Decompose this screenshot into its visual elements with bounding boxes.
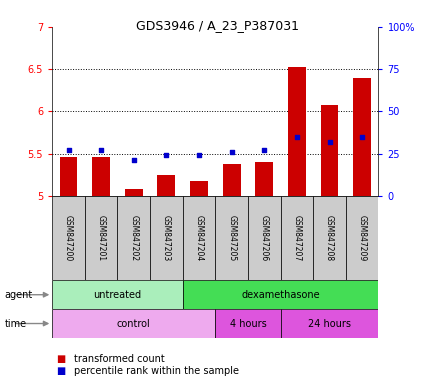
Bar bbox=[182, 196, 215, 280]
Bar bbox=[320, 106, 338, 196]
Text: ■: ■ bbox=[56, 354, 66, 364]
Text: ■: ■ bbox=[56, 366, 66, 376]
Text: percentile rank within the sample: percentile rank within the sample bbox=[74, 366, 238, 376]
Text: agent: agent bbox=[4, 290, 33, 300]
Text: GSM847200: GSM847200 bbox=[64, 215, 73, 261]
Point bbox=[195, 152, 202, 158]
Bar bbox=[247, 196, 280, 280]
Text: GDS3946 / A_23_P387031: GDS3946 / A_23_P387031 bbox=[136, 19, 298, 32]
Bar bbox=[52, 309, 215, 338]
Text: GSM847203: GSM847203 bbox=[161, 215, 171, 261]
Bar bbox=[222, 164, 240, 196]
Bar bbox=[117, 196, 150, 280]
Point bbox=[162, 152, 169, 158]
Bar bbox=[92, 157, 110, 196]
Text: GSM847207: GSM847207 bbox=[292, 215, 301, 261]
Bar bbox=[190, 180, 207, 196]
Text: untreated: untreated bbox=[93, 290, 141, 300]
Bar bbox=[352, 78, 370, 196]
Bar bbox=[52, 196, 85, 280]
Bar bbox=[157, 175, 175, 196]
Text: GSM847204: GSM847204 bbox=[194, 215, 203, 261]
Bar bbox=[255, 162, 273, 196]
Point bbox=[326, 139, 332, 145]
Bar bbox=[215, 309, 280, 338]
Bar bbox=[150, 196, 182, 280]
Point bbox=[97, 147, 105, 153]
Bar bbox=[125, 189, 142, 196]
Bar bbox=[85, 196, 117, 280]
Text: dexamethasone: dexamethasone bbox=[241, 290, 319, 300]
Point bbox=[260, 147, 267, 153]
Bar bbox=[280, 309, 378, 338]
Text: transformed count: transformed count bbox=[74, 354, 164, 364]
Text: time: time bbox=[4, 318, 26, 329]
Bar bbox=[52, 280, 182, 309]
Point bbox=[358, 134, 365, 140]
Point bbox=[293, 134, 299, 140]
Text: control: control bbox=[117, 318, 150, 329]
Point bbox=[65, 147, 72, 153]
Text: 24 hours: 24 hours bbox=[307, 318, 350, 329]
Point bbox=[130, 157, 137, 164]
Text: GSM847201: GSM847201 bbox=[96, 215, 105, 261]
Text: GSM847209: GSM847209 bbox=[357, 215, 366, 261]
Text: GSM847208: GSM847208 bbox=[324, 215, 333, 261]
Bar bbox=[345, 196, 378, 280]
Text: GSM847202: GSM847202 bbox=[129, 215, 138, 261]
Bar bbox=[280, 196, 312, 280]
Bar bbox=[182, 280, 378, 309]
Text: 4 hours: 4 hours bbox=[229, 318, 266, 329]
Bar bbox=[59, 157, 77, 196]
Bar bbox=[287, 68, 305, 196]
Text: GSM847205: GSM847205 bbox=[227, 215, 236, 261]
Bar bbox=[215, 196, 247, 280]
Text: GSM847206: GSM847206 bbox=[259, 215, 268, 261]
Point bbox=[227, 149, 234, 155]
Bar bbox=[312, 196, 345, 280]
